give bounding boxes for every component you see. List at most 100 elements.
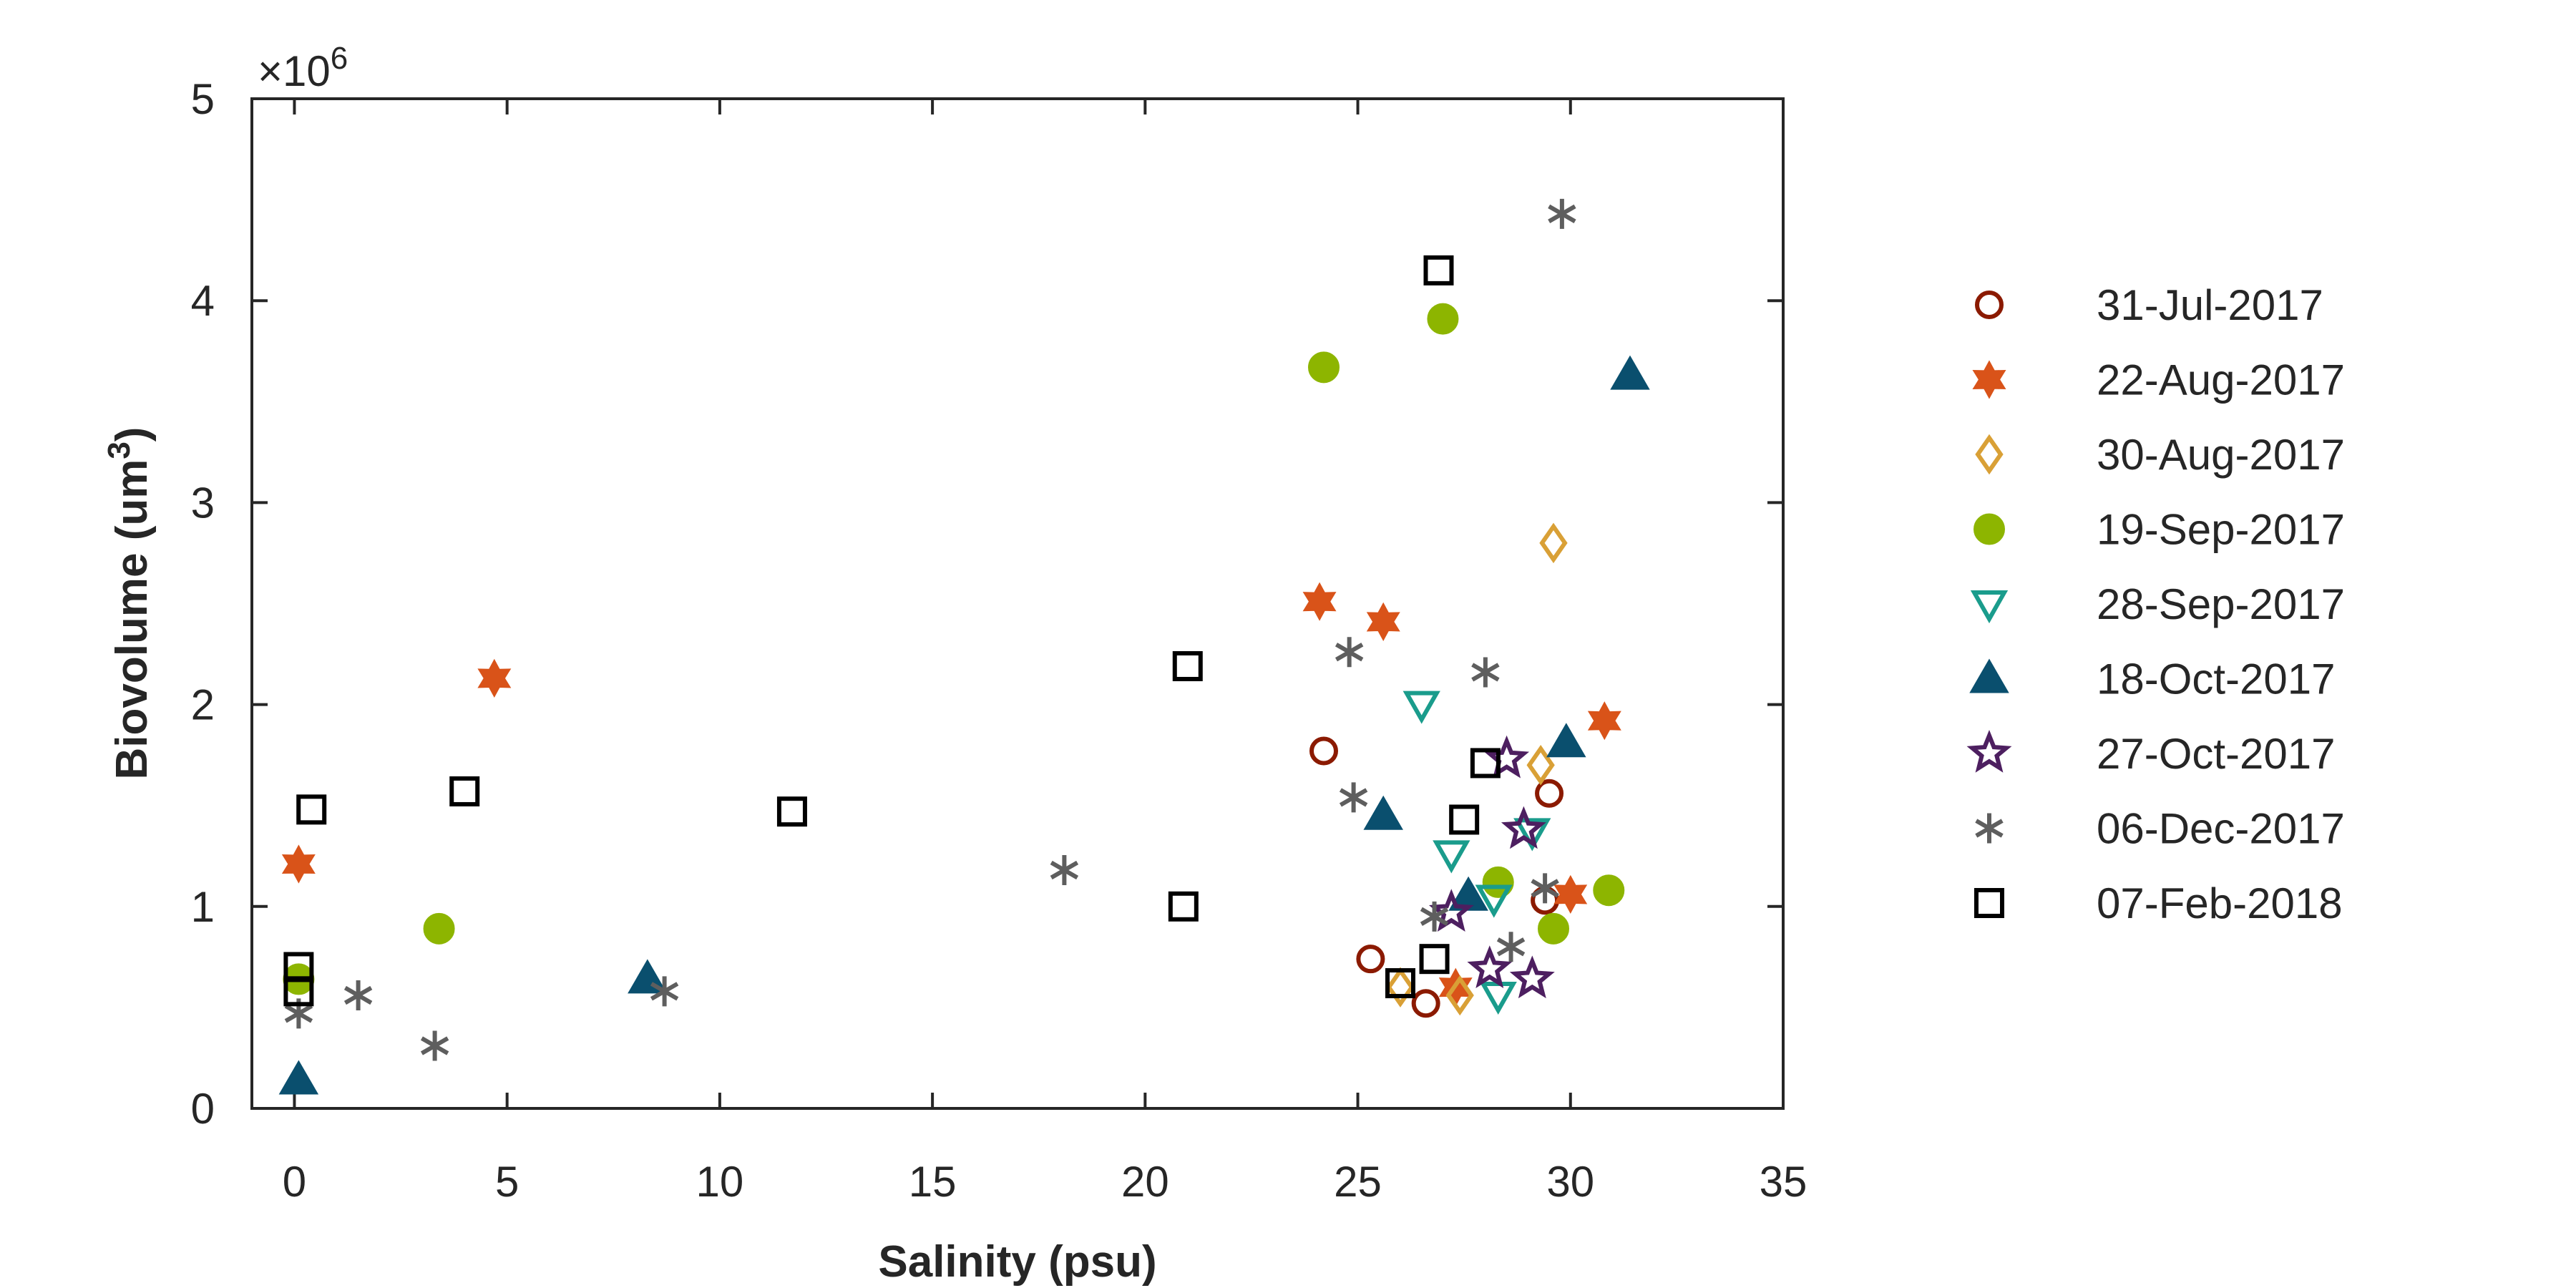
legend-label: 28-Sep-2017 — [2097, 580, 2345, 628]
y-axis-label: Biovolume (um3) — [102, 427, 157, 780]
y-tick-label: 0 — [191, 1085, 215, 1133]
data-point — [281, 844, 316, 884]
data-point — [1309, 736, 1338, 766]
x-tick-label: 35 — [1760, 1158, 1807, 1206]
series-27-oct-2017 — [1428, 735, 1555, 999]
data-point — [1363, 795, 1403, 830]
y-tick-label: 3 — [191, 479, 215, 527]
legend-item: 06-Dec-2017 — [1975, 805, 2345, 853]
data-point — [1385, 968, 1415, 999]
data-point — [1553, 874, 1588, 914]
y-axis-label-main: Biovolume (um — [107, 459, 157, 780]
asterisk-stroke — [650, 982, 679, 1001]
y-tick-label: 2 — [191, 681, 215, 729]
y-axis-multiplier-exponent: 6 — [331, 41, 348, 76]
y-tick-label: 4 — [191, 277, 215, 325]
legend-marker — [1975, 291, 2004, 319]
legend-item: 27-Oct-2017 — [1966, 729, 2336, 778]
series-06-dec-2017 — [284, 198, 1576, 1061]
asterisk-stroke — [1339, 788, 1368, 807]
plot-area — [250, 97, 1785, 1110]
data-point — [1411, 989, 1440, 1018]
asterisk-stroke — [1531, 879, 1559, 898]
data-point — [1475, 884, 1513, 918]
data-point — [1335, 637, 1364, 668]
data-point — [1445, 975, 1474, 1016]
x-axis-label: Salinity (psu) — [878, 1237, 1156, 1287]
legend-marker — [1974, 888, 2004, 918]
data-points — [278, 198, 1650, 1095]
data-point — [1538, 912, 1569, 945]
legend-item: 22-Aug-2017 — [1972, 356, 2345, 404]
legend-marker — [1969, 658, 2009, 693]
data-point — [1423, 255, 1454, 286]
y-axis-multiplier: ×106 — [258, 41, 348, 96]
legend-label: 30-Aug-2017 — [2097, 431, 2345, 479]
legend-label: 19-Sep-2017 — [2097, 506, 2345, 554]
asterisk-stroke — [1420, 907, 1449, 927]
legend-item: 07-Feb-2018 — [1974, 879, 2343, 927]
data-point — [1548, 198, 1576, 229]
data-point — [1501, 806, 1546, 849]
asterisk-stroke — [1335, 643, 1364, 662]
legend-marker — [1975, 813, 2004, 844]
data-point — [1427, 303, 1459, 335]
asterisk-stroke — [1975, 819, 2004, 838]
x-tick-label: 0 — [283, 1158, 306, 1206]
legend-marker — [1966, 729, 2012, 773]
asterisk-stroke — [1471, 663, 1500, 682]
data-point — [1366, 602, 1400, 641]
legend-item: 31-Jul-2017 — [1975, 281, 2323, 329]
data-point — [283, 952, 314, 982]
data-point — [1449, 804, 1480, 835]
y-axis-multiplier-prefix: ×10 — [258, 47, 331, 95]
data-point — [1471, 657, 1500, 688]
legend-marker — [1972, 360, 2006, 399]
data-point — [1482, 866, 1514, 898]
data-point — [1339, 782, 1368, 813]
legend-label: 18-Oct-2017 — [2097, 655, 2336, 703]
data-point — [1448, 876, 1488, 911]
legend: 31-Jul-2017 22-Aug-2017 30-Aug-2017 19-Sep-… — [1966, 281, 2345, 927]
legend-label: 31-Jul-2017 — [2097, 281, 2323, 329]
data-point — [1535, 779, 1564, 808]
data-point — [1428, 889, 1474, 932]
x-tick-label: 20 — [1121, 1158, 1169, 1206]
asterisk-stroke — [1496, 937, 1526, 957]
data-point — [1484, 735, 1530, 779]
data-point — [1546, 723, 1586, 758]
legend-marker — [1975, 434, 2004, 475]
legend-item: 19-Sep-2017 — [1974, 506, 2345, 554]
asterisk-stroke — [284, 1004, 313, 1023]
data-point — [1513, 818, 1551, 852]
data-point — [1302, 582, 1337, 621]
y-axis-label-superscript: 3 — [102, 441, 137, 459]
data-point — [1402, 691, 1440, 724]
x-tick-label: 15 — [909, 1158, 957, 1206]
asterisk-stroke — [1050, 860, 1079, 880]
x-tick-label: 25 — [1334, 1158, 1382, 1206]
asterisk-stroke — [420, 1036, 449, 1055]
data-point — [1356, 945, 1385, 974]
legend-label: 07-Feb-2018 — [2097, 879, 2343, 927]
legend-marker — [1970, 590, 2009, 624]
data-point — [296, 794, 327, 825]
data-point — [1593, 874, 1625, 907]
y-tick-label: 1 — [191, 883, 215, 931]
y-tick-label: 5 — [191, 75, 215, 123]
legend-label: 06-Dec-2017 — [2097, 805, 2345, 853]
x-tick-label: 10 — [696, 1158, 744, 1206]
data-point — [1610, 355, 1650, 390]
data-point — [477, 658, 512, 698]
data-point — [1050, 855, 1079, 886]
data-point — [1496, 932, 1526, 962]
data-point — [1419, 944, 1450, 975]
data-point — [420, 1030, 449, 1061]
data-point — [1539, 522, 1568, 564]
legend-item: 30-Aug-2017 — [1975, 431, 2345, 479]
data-point — [1420, 901, 1449, 932]
series-19-sep-2017 — [283, 303, 1625, 995]
data-point — [650, 976, 679, 1007]
y-axis-label-close: ) — [107, 427, 157, 442]
